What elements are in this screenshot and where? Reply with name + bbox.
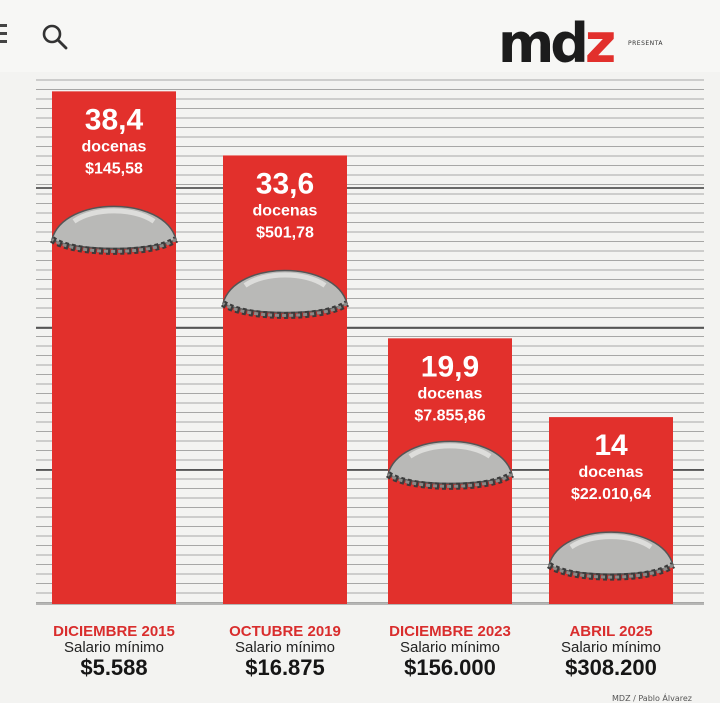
logo-accent-text: z: [584, 12, 617, 75]
empanada-icon: [220, 269, 350, 319]
category-label: DICIEMBRE 2015: [53, 623, 175, 640]
mdz-logo[interactable]: mdz: [498, 16, 616, 72]
bar-unit-label: docenas: [82, 138, 147, 155]
bar-value-label: 33,6: [256, 167, 314, 200]
category-label-block: OCTUBRE 2019 Salario mínimo $16.875: [200, 623, 370, 680]
bar-chart: 38,4 docenas $145,58 33,6 docenas $501,78 19,9…: [36, 79, 704, 605]
category-label-block: DICIEMBRE 2015 Salario mínimo $5.588: [29, 623, 199, 680]
category-label-block: DICIEMBRE 2023 Salario mínimo $156.000: [365, 623, 535, 680]
bar-price-label: $501,78: [256, 224, 314, 241]
category-label-block: ABRIL 2025 Salario mínimo $308.200: [526, 623, 696, 680]
bar-unit-label: docenas: [418, 385, 483, 402]
bar-unit-label: docenas: [579, 464, 644, 481]
bar: [52, 91, 176, 605]
category-label: DICIEMBRE 2023: [389, 623, 511, 640]
bar-value-label: 38,4: [85, 103, 144, 136]
hamburger-menu-icon[interactable]: [0, 22, 9, 46]
footer-credit: MDZ / Pablo Álvarez: [612, 694, 692, 703]
bar-price-label: $22.010,64: [571, 486, 651, 503]
empanada-icon: [49, 205, 179, 255]
empanada-icon: [546, 531, 676, 581]
wage-caption: Salario mínimo: [234, 639, 336, 656]
bar-value-label: 14: [594, 429, 628, 462]
category-label: ABRIL 2025: [569, 623, 653, 640]
wage-value: $16.875: [245, 655, 325, 680]
wage-caption: Salario mínimo: [560, 639, 662, 656]
bar-unit-label: docenas: [253, 202, 318, 219]
wage-caption: Salario mínimo: [399, 639, 501, 656]
wage-value: $156.000: [404, 655, 496, 680]
bar-price-label: $145,58: [85, 160, 143, 177]
bar-value-label: 19,9: [421, 350, 479, 383]
logo-main-text: md: [498, 12, 589, 75]
wage-value: $308.200: [565, 655, 657, 680]
bar: [223, 155, 347, 604]
logo-tagline: PRESENTA: [628, 40, 663, 47]
wage-caption: Salario mínimo: [63, 639, 165, 656]
empanada-icon: [385, 440, 515, 490]
wage-value: $5.588: [80, 655, 148, 680]
bar-price-label: $7.855,86: [414, 407, 485, 424]
category-label: OCTUBRE 2019: [229, 623, 341, 640]
header-bar: mdz PRESENTA: [0, 0, 720, 72]
search-icon[interactable]: [40, 22, 70, 52]
